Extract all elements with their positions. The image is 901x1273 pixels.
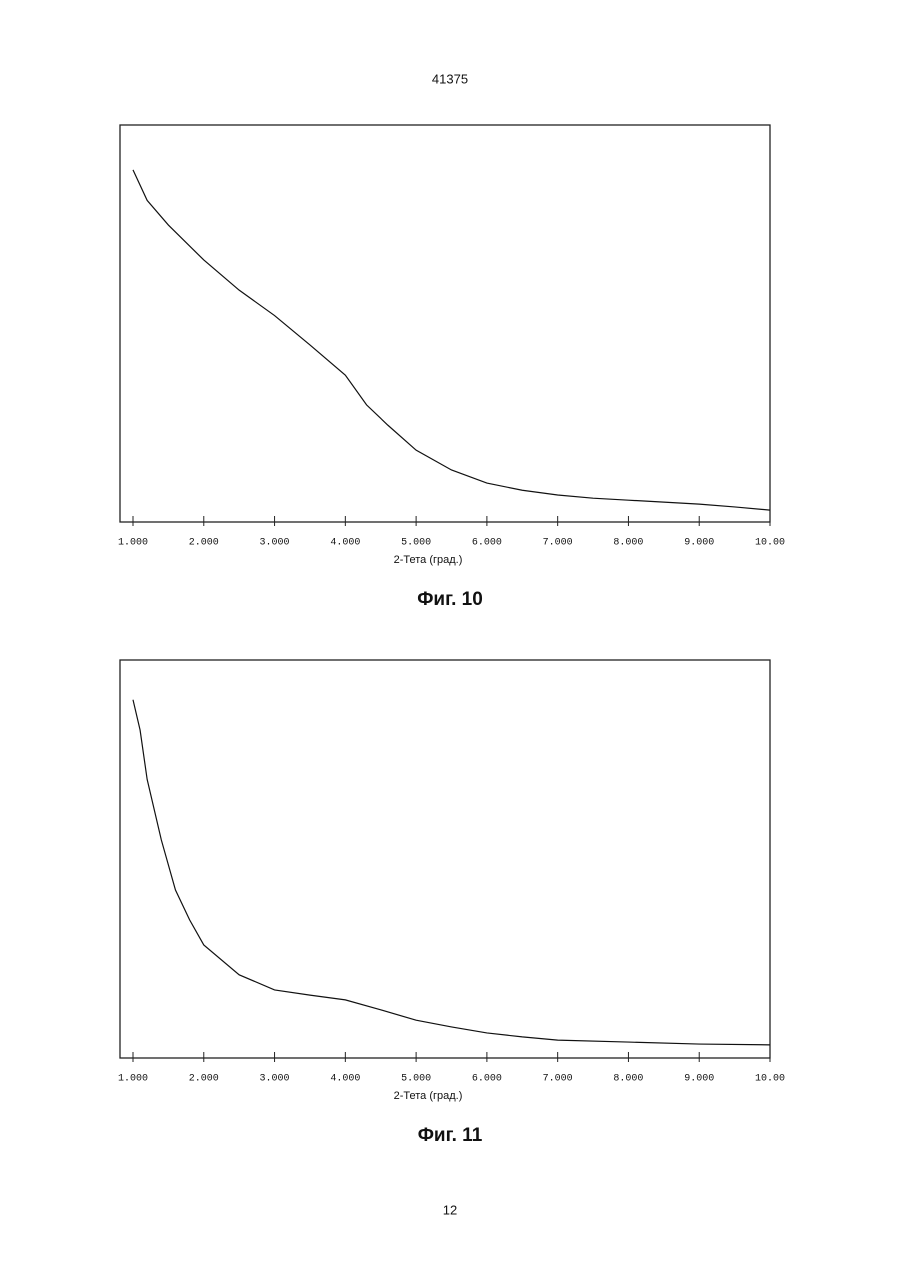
plot-frame xyxy=(120,125,770,522)
x-tick-label: 6.000 xyxy=(472,1074,502,1085)
page: 41375 12 1.000 2.000 3.000 4.000 5.000 6.000 7… xyxy=(0,0,901,1273)
x-tick-label: 2.000 xyxy=(189,1074,219,1085)
x-tick-label: 3.000 xyxy=(260,1074,290,1085)
x-tick-label: 7.000 xyxy=(543,1074,573,1085)
x-tick-label: 8.000 xyxy=(613,1074,643,1085)
x-tick-label: 5.000 xyxy=(401,538,431,549)
page-number: 12 xyxy=(443,1202,457,1217)
x-tick-label: 1.000 xyxy=(118,1074,148,1085)
x-axis-label: 2-Тета (град.) xyxy=(394,1090,463,1102)
plot-frame xyxy=(120,660,770,1058)
x-tick-label: 10.00 xyxy=(755,1074,785,1085)
figure-caption: Фиг. 11 xyxy=(418,1125,483,1146)
x-tick-label: 1.000 xyxy=(118,538,148,549)
page-header: 41375 xyxy=(432,71,468,86)
x-tick-label: 10.00 xyxy=(755,538,785,549)
x-tick-label: 8.000 xyxy=(613,538,643,549)
data-line xyxy=(133,170,770,510)
x-tick-label: 9.000 xyxy=(684,1074,714,1085)
x-tick-label: 6.000 xyxy=(472,538,502,549)
figure-caption: Фиг. 10 xyxy=(417,589,483,610)
x-tick-label: 2.000 xyxy=(189,538,219,549)
x-tick-label: 3.000 xyxy=(260,538,290,549)
x-axis-label: 2-Тета (град.) xyxy=(394,554,463,566)
x-tick-label: 4.000 xyxy=(330,538,360,549)
data-line xyxy=(133,700,770,1045)
x-tick-label: 4.000 xyxy=(330,1074,360,1085)
x-tick-label: 7.000 xyxy=(543,538,573,549)
x-tick-label: 5.000 xyxy=(401,1074,431,1085)
x-tick-label: 9.000 xyxy=(684,538,714,549)
